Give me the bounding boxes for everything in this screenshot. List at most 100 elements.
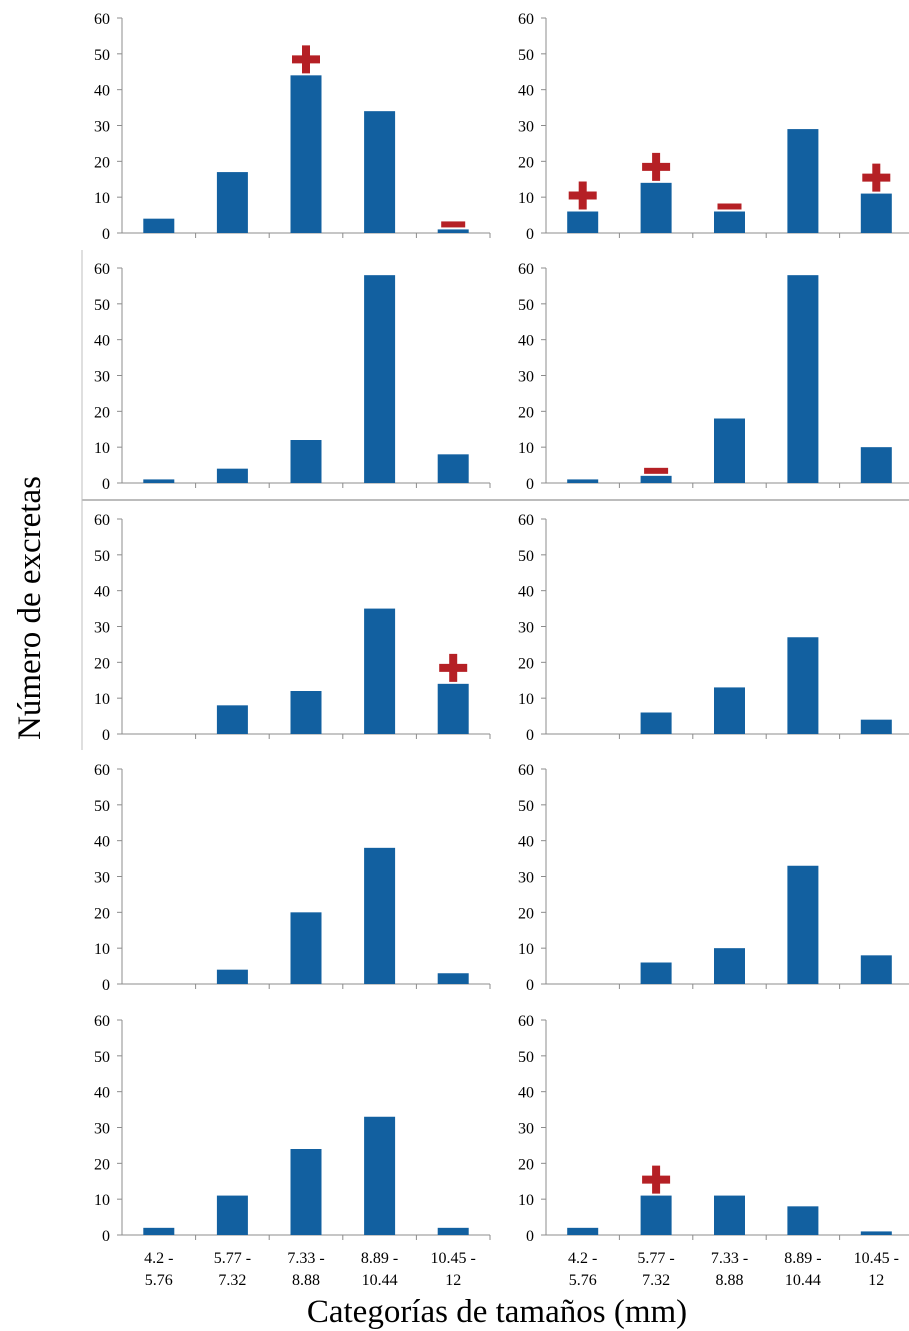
y-tick-label: 10 [94,691,110,708]
plus-marker [439,653,468,682]
y-tick-label: 50 [94,47,110,64]
minus-marker [441,221,466,228]
y-tick-label: 50 [94,798,110,815]
y-tick-label: 0 [102,476,110,493]
plus-marker [642,1165,671,1194]
bar [714,211,745,233]
y-tick-label: 40 [94,834,110,851]
x-category-label: 10.44 [362,1272,398,1289]
bar [714,1195,745,1235]
y-tick-label: 40 [518,834,534,851]
bar [714,418,745,483]
y-tick-label: 60 [94,512,110,529]
bar [216,969,248,984]
bar [143,218,175,233]
y-tick-label: 10 [518,190,534,207]
y-tick-label: 0 [526,1228,534,1245]
y-tick-label: 60 [518,1013,534,1030]
minus-marker [644,467,669,474]
x-category-label: 7.32 [642,1272,670,1289]
x-category-label: 8.89 - [784,1250,821,1267]
chart-panel-row2-left: 0 10 20 30 40 50 60 [94,261,491,493]
chart-panel-row2-right: 0 10 20 30 40 50 60 [518,261,909,493]
y-tick-label: 20 [94,1156,110,1173]
bar [787,1206,819,1235]
bar [640,712,672,734]
x-category-label: 5.76 [145,1272,173,1289]
y-tick-label: 20 [518,655,534,672]
bar [437,973,469,984]
bar [860,955,892,984]
bar [216,705,248,734]
bar [714,948,745,984]
bar [714,687,745,734]
plus-marker [642,152,671,181]
bar [364,1116,396,1235]
bar [290,440,322,483]
chart-panel-row5-right: 0 10 20 30 40 50 60 4.2 - 5.76 5.77 - 7.32 7.33 - 8.… [518,1013,909,1289]
x-category-label: 12 [868,1272,884,1289]
chart-panel-row1-left: 0 10 20 30 40 50 60 [94,11,491,243]
y-tick-label: 50 [518,47,534,64]
y-tick-label: 60 [518,261,534,278]
y-tick-label: 60 [94,1013,110,1030]
y-tick-label: 50 [518,1049,534,1066]
y-tick-label: 0 [526,476,534,493]
bar [290,912,322,984]
bar [437,683,469,734]
bar [787,275,819,483]
bar [787,637,819,734]
x-category-label: 4.2 - [144,1250,173,1267]
y-tick-label: 0 [102,977,110,994]
x-category-label: 5.76 [569,1272,597,1289]
y-tick-label: 20 [94,655,110,672]
y-tick-label: 30 [518,119,534,136]
x-category-label: 5.77 - [214,1250,251,1267]
panels-group: 0 10 20 30 40 50 60 0 10 20 30 40 50 60 0 10 20 30 40 50 60 0… [81,11,909,1289]
y-tick-label: 60 [518,512,534,529]
bar [216,172,248,233]
y-tick-label: 60 [94,762,110,779]
x-category-label: 5.77 - [637,1250,674,1267]
x-category-label: 7.33 - [711,1250,748,1267]
x-category-label: 10.44 [785,1272,821,1289]
minus-marker [717,203,742,210]
y-tick-label: 10 [94,1192,110,1209]
bar [787,129,819,233]
bar [567,211,599,233]
bar [567,1227,599,1235]
y-tick-label: 30 [518,1121,534,1138]
y-tick-label: 0 [526,977,534,994]
bar [860,719,892,734]
y-tick-label: 10 [518,691,534,708]
y-tick-label: 40 [518,83,534,100]
y-tick-label: 10 [94,190,110,207]
bar [640,962,672,984]
bar [640,1195,672,1235]
y-tick-label: 40 [94,333,110,350]
y-tick-label: 20 [94,905,110,922]
y-tick-label: 60 [518,762,534,779]
y-tick-label: 30 [94,870,110,887]
y-tick-label: 30 [94,620,110,637]
y-tick-label: 30 [94,369,110,386]
y-tick-label: 30 [518,620,534,637]
bar [860,1231,892,1235]
bar [787,865,819,984]
y-tick-label: 20 [94,404,110,421]
x-category-label: 12 [445,1272,461,1289]
y-tick-label: 50 [94,548,110,565]
x-category-label: 8.88 [716,1272,744,1289]
chart-panel-row5-left: 0 10 20 30 40 50 60 4.2 - 5.76 5.77 - 7.32 7.33 - 8.… [94,1013,491,1289]
y-tick-label: 60 [94,11,110,28]
y-tick-label: 60 [94,261,110,278]
bar [143,1227,175,1235]
bar [364,111,396,233]
y-tick-label: 50 [94,1049,110,1066]
plus-marker [568,181,597,210]
bar [364,847,396,984]
bar [216,1195,248,1235]
x-category-label: 8.89 - [361,1250,398,1267]
y-tick-label: 30 [518,369,534,386]
